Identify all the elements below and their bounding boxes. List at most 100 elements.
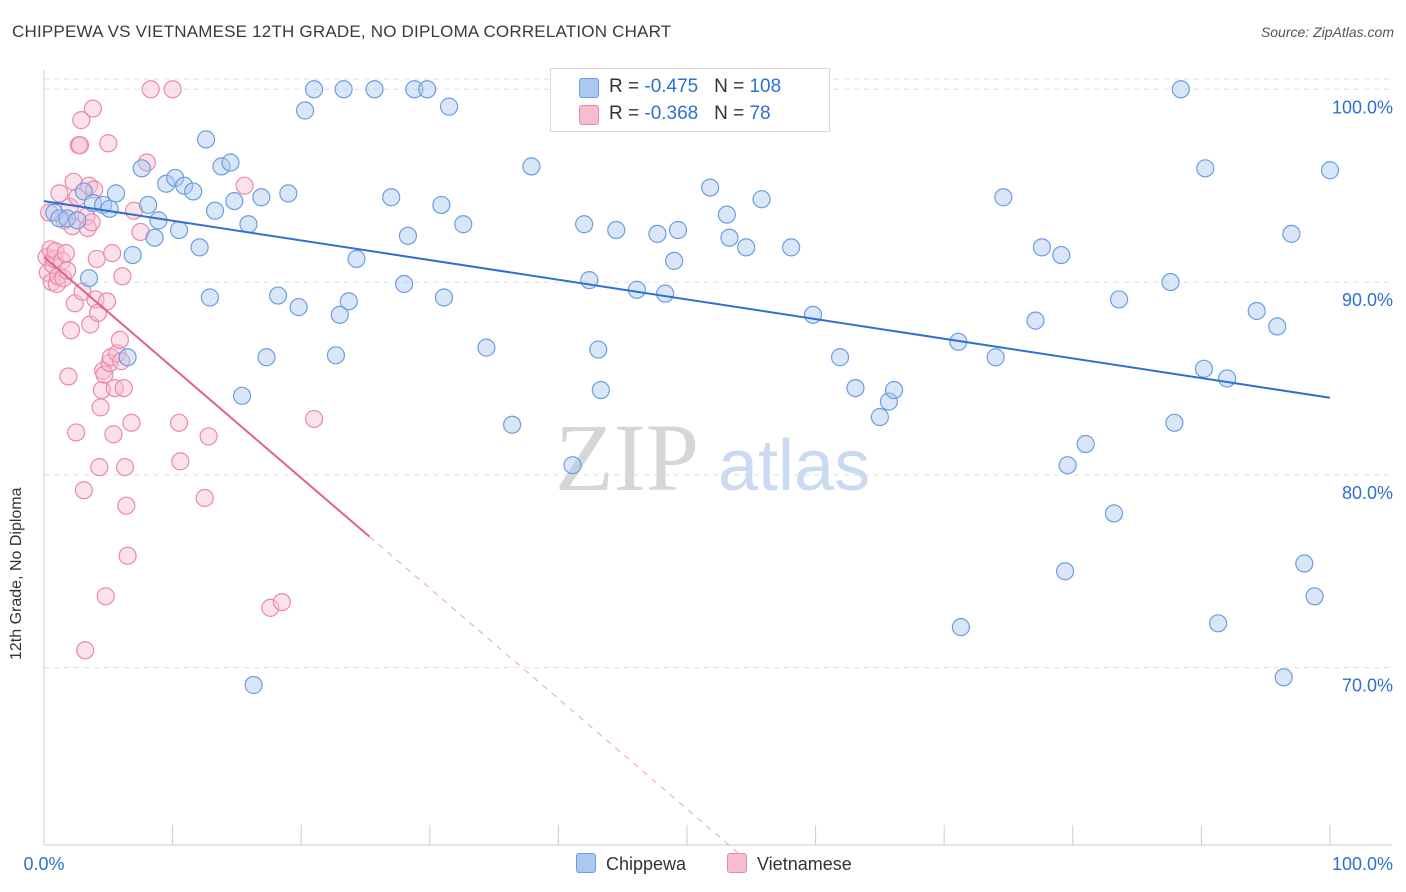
chippewa-point <box>1196 159 1215 178</box>
chippewa-point <box>951 618 971 637</box>
x-tick-label: 0.0% <box>23 854 64 874</box>
chippewa-point <box>668 220 688 240</box>
chippewa-point <box>225 191 244 211</box>
chippewa-point <box>145 228 164 247</box>
vietnamese-point <box>115 458 135 477</box>
chippewa-point <box>563 456 582 475</box>
chippewa-point <box>830 348 850 367</box>
series-vietnamese <box>37 80 324 660</box>
chippewa-trend-line <box>43 200 1331 399</box>
chippewa-point <box>803 305 823 324</box>
tick-labels: 70.0% 80.0% 90.0% 100.0% 0.0% 100.0% <box>23 97 1393 874</box>
chippewa-point <box>196 130 216 149</box>
y-tick-label: 90.0% <box>1342 290 1393 310</box>
chippewa-point <box>1165 413 1184 432</box>
chippewa-point <box>200 288 219 307</box>
vietnamese-point <box>137 153 156 172</box>
chippewa-point <box>752 190 771 209</box>
vietnamese-point <box>76 641 95 660</box>
chippewa-point <box>326 346 346 365</box>
chippewa-point <box>139 195 158 215</box>
chippewa-point <box>717 205 736 224</box>
chippewa-point <box>846 378 865 398</box>
bottom-legend-chippewa: Chippewa <box>576 853 686 875</box>
chippewa-point <box>782 238 801 257</box>
chippewa-point <box>432 195 451 215</box>
chippewa-point <box>132 159 151 178</box>
source-credit: Source: ZipAtlas.com <box>1260 24 1394 40</box>
chippewa-point <box>398 226 418 245</box>
vietnamese-point <box>104 425 123 444</box>
series-chippewa <box>45 80 1340 695</box>
vietnamese-point <box>61 321 81 340</box>
chippewa-point <box>244 675 263 695</box>
vietnamese-point <box>114 378 133 398</box>
chippewa-point <box>454 215 473 234</box>
vietnamese-point <box>72 111 91 130</box>
correlation-legend: R = -0.475 N = 108 R = -0.368 N = 78 <box>550 68 830 132</box>
chippewa-point <box>169 220 189 240</box>
chippewa-point <box>252 188 271 207</box>
chippewa-point <box>994 188 1013 207</box>
chippewa-point <box>295 101 315 120</box>
vietnamese-point <box>117 496 136 515</box>
watermark-zip: ZIP <box>555 404 699 511</box>
chippewa-point <box>157 174 176 193</box>
vietnamese-point <box>195 488 214 508</box>
y-tick-label: 70.0% <box>1342 676 1393 696</box>
chippewa-point <box>1209 614 1228 633</box>
chippewa-point <box>232 386 252 405</box>
vietnamese-point <box>163 80 182 99</box>
watermark: ZIP atlas <box>555 404 870 511</box>
chippewa-point <box>123 245 142 265</box>
chippewa-point <box>665 251 684 270</box>
chippewa-point <box>289 298 308 317</box>
trend-lines <box>43 200 1331 865</box>
chippewa-point <box>1218 369 1237 388</box>
vietnamese-point <box>169 413 189 432</box>
chippewa-point <box>1194 359 1214 378</box>
vietnamese-point <box>91 398 110 417</box>
chippewa-point <box>439 97 459 116</box>
y-tick-label: 100.0% <box>1332 97 1393 117</box>
chippewa-point <box>79 269 99 288</box>
chippewa-point <box>50 209 69 228</box>
vietnamese-point <box>110 330 129 350</box>
vietnamese-point <box>122 413 141 432</box>
vietnamese-point <box>235 176 254 195</box>
vietnamese-point <box>87 249 106 269</box>
chippewa-point <box>100 199 119 218</box>
chippewa-point <box>257 348 276 367</box>
vietnamese-point <box>90 458 109 477</box>
chippewa-point <box>1055 562 1075 581</box>
chippewa-point <box>607 220 626 240</box>
vietnamese-point <box>261 598 280 617</box>
vietnamese-point <box>103 244 122 263</box>
legend-n-label: N = <box>714 76 750 97</box>
chippewa-point <box>1026 311 1045 330</box>
vietnamese-legend-swatch <box>727 853 747 873</box>
chippewa-point <box>591 380 610 400</box>
chippewa-point <box>737 238 756 257</box>
legend-n-label: N = <box>714 103 750 124</box>
chippewa-point <box>339 292 358 311</box>
chippewa-point <box>365 80 384 99</box>
vietnamese-point <box>67 423 86 442</box>
legend-r-value: -0.475 <box>644 76 699 97</box>
chippewa-point <box>212 157 231 176</box>
chippewa-point <box>879 392 899 411</box>
bottom-legend-vietnamese: Vietnamese <box>727 853 852 875</box>
chippewa-point <box>330 305 349 324</box>
chippewa-point <box>190 238 209 257</box>
vietnamese-point <box>199 427 218 446</box>
chippewa-point <box>503 415 522 434</box>
chippewa-point <box>334 80 353 99</box>
vietnamese-point <box>83 99 102 118</box>
chippewa-point <box>175 176 194 195</box>
vietnamese-point <box>74 481 93 500</box>
x-tick-label: 100.0% <box>1332 854 1393 874</box>
y-tick-label: 80.0% <box>1342 483 1393 503</box>
chippewa-point <box>1320 161 1340 180</box>
chippewa-point <box>418 80 437 99</box>
vietnamese-point <box>40 203 59 222</box>
